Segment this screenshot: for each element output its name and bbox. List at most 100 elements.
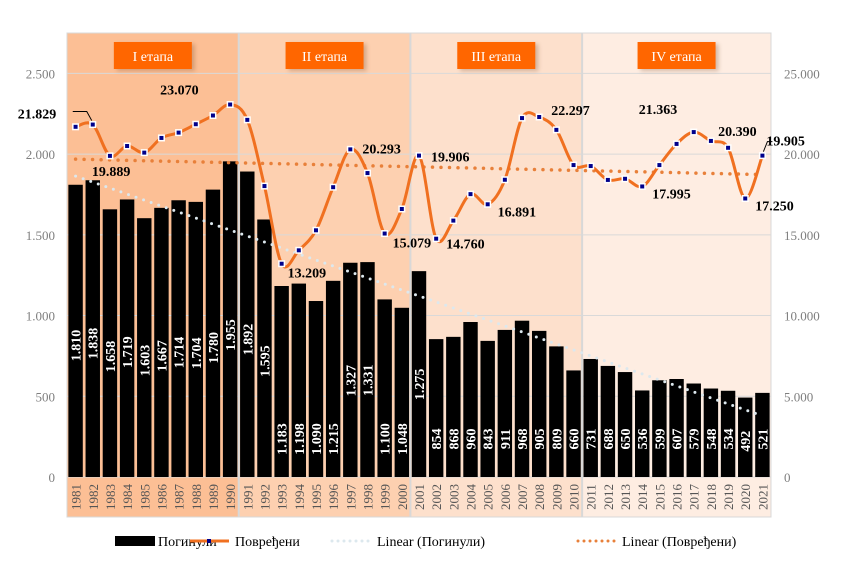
bar: [102, 209, 118, 478]
povredjeni-marker: [296, 248, 301, 253]
bar: [257, 219, 272, 478]
bar-data-label: 843: [482, 429, 497, 450]
x-axis-tick-label: 2014: [635, 484, 650, 511]
povredjeni-data-label: 16.891: [498, 205, 537, 220]
right-axis-tick-label: 20.000: [784, 147, 820, 162]
x-axis-tick-label: 2012: [601, 484, 616, 510]
povredjeni-marker: [142, 150, 147, 155]
x-axis-tick-label: 2009: [549, 484, 564, 510]
povredjeni-marker: [691, 130, 696, 135]
povredjeni-marker: [468, 192, 473, 197]
bar: [583, 358, 598, 477]
bar: [343, 262, 358, 477]
povredjeni-marker: [245, 117, 250, 122]
povredjeni-marker: [743, 196, 748, 201]
povredjeni-marker: [674, 141, 679, 146]
bar-data-label: 1.198: [293, 423, 308, 455]
povredjeni-data-label: 20.390: [718, 125, 757, 140]
bar-data-label: 1.100: [379, 423, 394, 455]
bar-data-label: 1.955: [224, 319, 239, 351]
bar-data-label: 1.719: [121, 336, 136, 368]
bar: [137, 218, 152, 478]
x-axis-tick-label: 1985: [137, 484, 152, 510]
povredjeni-marker: [537, 115, 542, 120]
x-axis-tick-label: 1988: [189, 484, 204, 510]
bar-data-label: 1.667: [155, 340, 170, 372]
x-axis-tick-label: 2002: [429, 484, 444, 510]
bar: [669, 378, 684, 477]
bar-data-label: 1.327: [344, 365, 359, 397]
povredjeni-marker: [554, 127, 559, 132]
povredjeni-marker: [73, 124, 78, 129]
stage-label: II етапа: [302, 50, 348, 65]
bar-data-label: 599: [653, 429, 668, 450]
povredjeni-marker: [605, 177, 610, 182]
stage-label-box: [457, 42, 536, 69]
bar: [463, 322, 478, 477]
bar: [428, 339, 444, 477]
povredjeni-data-label: 15.079: [393, 237, 432, 252]
left-axis-tick-label: 0: [49, 470, 56, 485]
x-axis-tick-label: 2003: [446, 484, 461, 510]
left-axis-tick-label: 2.000: [26, 147, 55, 162]
bar-data-label: 968: [516, 429, 531, 450]
bar: [686, 383, 701, 477]
bar: [274, 285, 289, 477]
left-axis-tick-label: 2.500: [26, 66, 55, 81]
stage-label-box: [637, 42, 716, 69]
bar: [411, 271, 427, 477]
x-axis-tick-label: 2017: [687, 484, 702, 511]
bar-data-label: 1.331: [361, 365, 376, 397]
bar: [394, 307, 410, 477]
bar: [738, 397, 753, 477]
bar-data-label: 534: [722, 429, 737, 450]
plot-border: [66, 32, 772, 518]
bar-data-label: 1.183: [276, 423, 291, 455]
bar: [205, 189, 221, 478]
stage-label-box: [113, 42, 192, 69]
bar-data-label: 1.704: [190, 337, 205, 369]
bar-data-label: 1.838: [87, 328, 102, 360]
bar: [652, 380, 667, 477]
povredjeni-data-label: 13.209: [288, 267, 327, 282]
povredjeni-marker: [90, 122, 95, 127]
povredjeni-marker: [657, 163, 662, 168]
x-axis-tick-label: 2015: [652, 484, 667, 510]
bar-data-label: 1.780: [207, 332, 222, 364]
x-axis-tick-label: 2011: [584, 484, 599, 510]
bar-data-label: 1.275: [413, 369, 428, 401]
povredjeni-marker: [502, 177, 507, 182]
bar-data-label: 579: [688, 429, 703, 450]
povredjeni-marker: [228, 102, 233, 107]
povredjeni-data-label: 19.889: [92, 165, 130, 180]
bar-data-label: 607: [671, 429, 686, 450]
x-axis-tick-label: 2004: [464, 484, 479, 511]
x-axis-tick-label: 2000: [395, 484, 410, 510]
bar-data-label: 1.215: [327, 423, 342, 455]
povredjeni-marker: [331, 185, 336, 190]
right-axis-tick-label: 5.000: [784, 389, 813, 404]
x-axis-tick-label: 1998: [360, 484, 375, 510]
bar: [308, 301, 324, 477]
bar-data-label: 521: [756, 429, 771, 450]
left-axis-tick-label: 1.000: [26, 309, 55, 324]
legend-swatch-poginuli: [115, 536, 155, 546]
povredjeni-marker: [313, 228, 318, 233]
bar-data-label: 854: [430, 429, 445, 450]
bar: [68, 184, 83, 477]
bar: [549, 346, 564, 477]
x-axis-tick-label: 2013: [618, 484, 633, 510]
bar: [514, 320, 530, 477]
povredjeni-marker: [726, 145, 731, 150]
povredjeni-marker: [279, 261, 284, 266]
x-axis-tick-label: 2019: [721, 484, 736, 510]
povredjeni-marker: [588, 164, 593, 169]
x-axis-tick-label: 2021: [755, 484, 770, 510]
x-axis-tick-label: 1982: [86, 484, 101, 510]
leader-line: [72, 111, 93, 121]
bar-data-label: 809: [550, 429, 565, 450]
povredjeni-marker: [571, 163, 576, 168]
x-axis-tick-label: 1995: [309, 484, 324, 510]
bar: [119, 199, 135, 477]
